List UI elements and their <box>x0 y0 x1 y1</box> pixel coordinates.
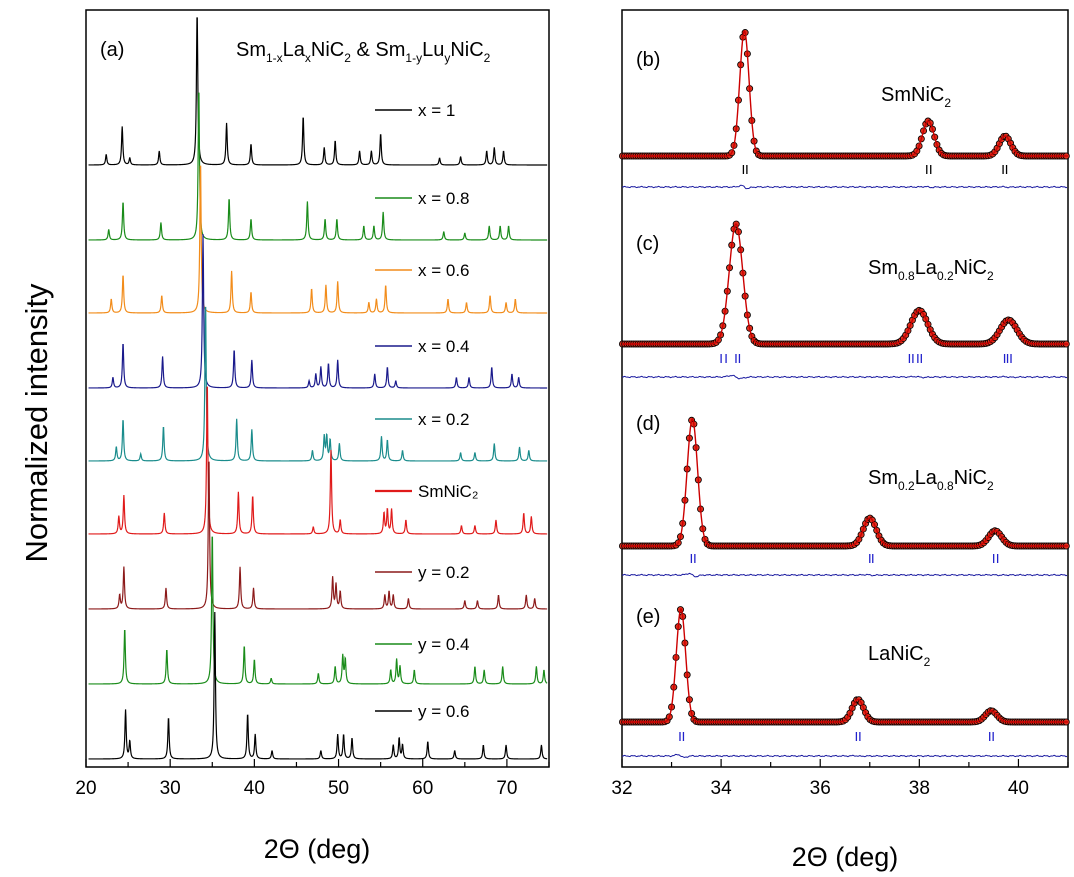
panel-a-x-ticks: 20 30 40 50 60 70 <box>75 759 550 799</box>
panel-d-letter: (d) <box>636 413 660 435</box>
panel-a-series <box>88 17 548 760</box>
panel-right-x-ticks: 32 34 36 38 40 <box>611 759 1069 799</box>
legend-label-6: y = 0.2 <box>418 563 470 582</box>
difference-line <box>621 184 1068 190</box>
x-tick-label: 60 <box>412 778 433 799</box>
series-line-2 <box>88 165 548 314</box>
x-tick-label: 70 <box>496 778 517 799</box>
x-tick-label: 30 <box>160 778 181 799</box>
calculated-line <box>622 29 1068 157</box>
x-tick-label: 38 <box>909 778 930 799</box>
panel-e-label: LaNiC2 <box>868 643 931 669</box>
legend-label-1: x = 0.8 <box>418 189 470 208</box>
legend-label-5: SmNiC₂ <box>418 482 478 501</box>
panel-a-title: Sm1-xLaxNiC2 & Sm1-yLuyNiC2 <box>236 39 491 65</box>
series-line-4 <box>88 306 548 462</box>
panel-d-label: Sm0.2La0.8NiC2 <box>868 467 994 493</box>
series-line-5 <box>88 386 548 535</box>
x-tick-label: 36 <box>810 778 831 799</box>
calculated-line <box>622 417 1068 547</box>
panel-a-frame <box>85 9 550 768</box>
subplot-1 <box>619 220 1070 380</box>
panel-b-letter: (b) <box>636 49 660 71</box>
legend-label-3: x = 0.4 <box>418 337 470 356</box>
panel-right-frame <box>621 9 1069 768</box>
x-tick-label: 40 <box>244 778 265 799</box>
series-line-3 <box>88 233 548 389</box>
panel-a-x-title: 2Θ (deg) <box>264 834 371 864</box>
difference-line <box>621 572 1068 578</box>
series-line-1 <box>88 92 548 241</box>
x-tick-label: 34 <box>711 778 733 799</box>
panel-e-letter: (e) <box>636 606 660 628</box>
series-line-7 <box>88 536 548 685</box>
difference-line <box>621 753 1068 759</box>
panel-c-letter: (c) <box>636 233 659 255</box>
legend-label-8: y = 0.6 <box>418 702 470 721</box>
subplot-3 <box>619 606 1070 759</box>
series-line-8 <box>88 611 548 760</box>
calculated-line <box>622 223 1068 345</box>
legend-label-7: y = 0.4 <box>418 635 470 654</box>
panel-right: 32 34 36 38 40 2Θ (deg) (b) SmNiC2 (c) Sm0.8… <box>611 9 1070 872</box>
panel-right-x-title: 2Θ (deg) <box>792 842 899 872</box>
panel-a: 20 30 40 50 60 70 (a) Sm1-xLaxNiC2 & Sm1-yLuy… <box>75 9 550 864</box>
series-line-6 <box>88 461 548 610</box>
legend-label-0: x = 1 <box>418 101 455 120</box>
panel-right-subplots <box>619 29 1070 759</box>
panel-b-label: SmNiC2 <box>881 84 951 110</box>
subplot-2 <box>619 416 1070 578</box>
legend-label-2: x = 0.6 <box>418 261 470 280</box>
panel-a-legend: x = 1 x = 0.8 x = 0.6 x = 0.4 x = 0.2 SmNiC₂ y… <box>375 101 478 721</box>
difference-line <box>621 374 1068 380</box>
x-tick-label: 32 <box>611 778 632 799</box>
x-tick-label: 50 <box>328 778 349 799</box>
calculated-line <box>622 607 1068 723</box>
y-axis-label: Normalized intensity <box>19 283 54 563</box>
x-tick-label: 20 <box>75 778 96 799</box>
series-line-0 <box>88 17 548 166</box>
x-tick-label: 40 <box>1008 778 1029 799</box>
legend-label-4: x = 0.2 <box>418 410 470 429</box>
panel-a-letter: (a) <box>100 39 124 61</box>
subplot-0 <box>619 29 1070 190</box>
panel-c-label: Sm0.8La0.2NiC2 <box>868 257 994 283</box>
